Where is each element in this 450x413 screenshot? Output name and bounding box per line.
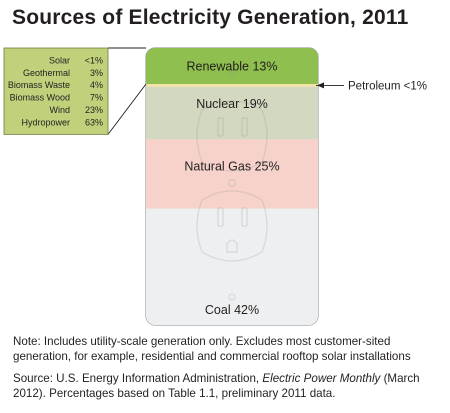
segment-natural-gas [146, 139, 318, 209]
breakdown-name-geothermal: Geothermal [23, 68, 70, 78]
label-coal: Coal 42% [205, 303, 259, 317]
breakdown-name-solar: Solar [49, 55, 70, 65]
segment-labels: Renewable 13% Petroleum <1% Nuclear 19% Nat… [184, 60, 427, 317]
breakdown-name-biomass-wood: Biomass Wood [10, 93, 70, 103]
breakdown-name-hydropower: Hydropower [21, 117, 70, 127]
note-text: Note: Includes utility-scale generation … [13, 335, 411, 363]
callout-connector-lines [107, 47, 147, 135]
segments-group [146, 48, 318, 325]
segment-nuclear [146, 86, 318, 140]
chart-title: Sources of Electricity Generation, 2011 [12, 6, 409, 29]
source-publication: Electric Power Monthly [262, 372, 381, 385]
breakdown-name-wind: Wind [49, 105, 70, 115]
breakdown-value-wind: 23% [85, 105, 103, 115]
source-suffix: (March 2012). Percentages based on Table… [13, 372, 420, 400]
breakdown-name-biomass-waste: Biomass Waste [8, 80, 70, 90]
breakdown-value-geothermal: 3% [90, 68, 103, 78]
label-nuclear: Nuclear 19% [196, 97, 268, 111]
petroleum-arrow [317, 82, 324, 89]
source-prefix: Source: U.S. Energy Information Administ… [13, 372, 260, 385]
segment-coal [146, 208, 318, 325]
label-natural-gas: Natural Gas 25% [184, 159, 279, 173]
label-petroleum: Petroleum <1% [348, 80, 427, 92]
breakdown-value-solar: <1% [85, 55, 103, 65]
breakdown-value-biomass-wood: 7% [90, 93, 103, 103]
source-text: Source: U.S. Energy Information Administ… [13, 371, 443, 401]
segment-petroleum [146, 84, 318, 87]
renewable-breakdown-box [3, 47, 109, 135]
outlet-icon [196, 69, 268, 301]
segment-renewable [146, 48, 318, 85]
breakdown-value-biomass-waste: 4% [90, 80, 103, 90]
breakdown-value-hydropower: 63% [85, 117, 103, 127]
label-renewable: Renewable 13% [186, 60, 277, 74]
renewable-callout: Solar <1% Geothermal 3% Biomass Waste 4% Bioma… [3, 47, 147, 135]
